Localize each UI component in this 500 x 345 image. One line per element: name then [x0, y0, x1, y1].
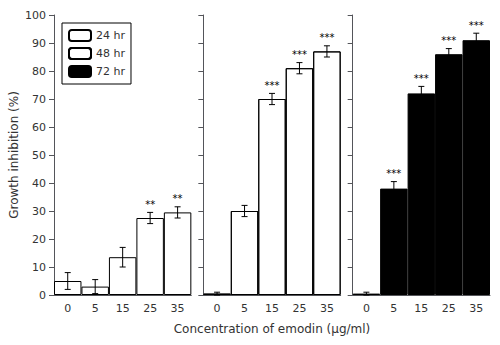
svg-text:***: *** [469, 20, 484, 31]
svg-text:Growth inhibition (%): Growth inhibition (%) [7, 91, 21, 219]
svg-text:***: *** [292, 49, 307, 60]
svg-text:0: 0 [363, 302, 370, 315]
svg-text:10: 10 [32, 261, 46, 274]
svg-text:90: 90 [32, 37, 46, 50]
svg-text:15: 15 [116, 302, 130, 315]
svg-text:***: *** [265, 80, 280, 91]
svg-text:***: *** [441, 35, 456, 46]
svg-text:20: 20 [32, 233, 46, 246]
svg-text:50: 50 [32, 149, 46, 162]
svg-text:25: 25 [143, 302, 157, 315]
svg-text:72 hr: 72 hr [96, 65, 125, 78]
svg-text:25: 25 [292, 302, 306, 315]
svg-text:30: 30 [32, 205, 46, 218]
svg-text:5: 5 [241, 302, 248, 315]
svg-text:5: 5 [92, 302, 99, 315]
svg-text:24 hr: 24 hr [96, 29, 125, 42]
svg-text:35: 35 [320, 302, 334, 315]
svg-text:48 hr: 48 hr [96, 47, 125, 60]
svg-text:Concentration of emodin (µg/ml: Concentration of emodin (µg/ml) [174, 322, 371, 336]
svg-text:15: 15 [265, 302, 279, 315]
svg-text:0: 0 [214, 302, 221, 315]
svg-text:0: 0 [64, 302, 71, 315]
svg-text:**: ** [145, 199, 155, 210]
svg-text:60: 60 [32, 121, 46, 134]
svg-text:35: 35 [469, 302, 483, 315]
svg-text:100: 100 [25, 9, 46, 22]
svg-text:15: 15 [414, 302, 428, 315]
svg-text:5: 5 [390, 302, 397, 315]
svg-text:35: 35 [171, 302, 185, 315]
svg-text:80: 80 [32, 65, 46, 78]
svg-text:40: 40 [32, 177, 46, 190]
svg-text:70: 70 [32, 93, 46, 106]
svg-text:0: 0 [39, 289, 46, 302]
svg-text:***: *** [386, 168, 401, 179]
svg-text:***: *** [319, 32, 334, 43]
svg-text:25: 25 [442, 302, 456, 315]
svg-text:**: ** [173, 193, 183, 204]
svg-text:***: *** [414, 73, 429, 84]
